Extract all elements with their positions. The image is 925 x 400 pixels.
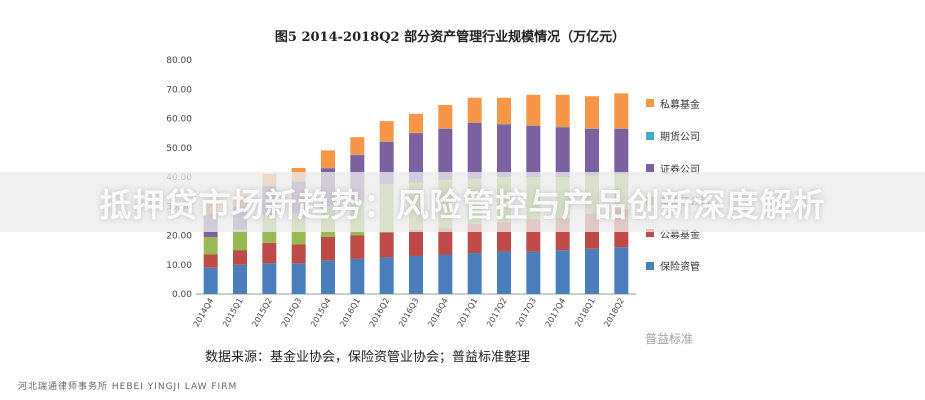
bar-segment	[409, 255, 423, 294]
legend-label: 期货公司	[660, 132, 700, 143]
bar-segment	[497, 251, 511, 294]
bar-segment	[467, 122, 482, 179]
legend-swatch	[646, 99, 654, 107]
legend-item: 期货公司	[646, 129, 700, 143]
x-tick-label: 2015Q1	[221, 297, 245, 329]
y-tick-label: 80.00	[166, 56, 192, 66]
overlay-banner-title: 抵押贷市场新趋势：风险管控与产品创新深度解析	[99, 186, 826, 224]
y-tick-label: 60.00	[166, 115, 192, 125]
bar-segment	[438, 254, 453, 294]
x-tick-label: 2018Q2	[602, 297, 626, 329]
legend-label: 保险资管	[660, 262, 700, 273]
legend-item: 私募基金	[646, 96, 700, 111]
x-tick-label: 2016Q3	[397, 297, 421, 329]
legend-swatch	[646, 131, 654, 140]
bar-segment	[379, 121, 394, 142]
y-tick-label: 0.00	[172, 290, 192, 300]
legend-swatch	[646, 261, 654, 270]
legend-swatch	[646, 229, 654, 237]
bar-segment	[467, 97, 482, 123]
bar-segment	[262, 263, 277, 294]
legend-label: 公募基金	[660, 229, 700, 241]
watermark-text: 普益标准	[645, 332, 694, 346]
x-tick-label: 2015Q4	[309, 297, 333, 329]
bar-segment	[350, 137, 365, 155]
bar-segment	[409, 113, 423, 133]
bar-segment	[526, 94, 541, 126]
y-tick-label: 50.00	[166, 144, 192, 154]
bar-segment	[614, 93, 629, 129]
bar-segment	[291, 244, 306, 264]
bar-segment	[585, 248, 599, 294]
bar-segment	[262, 242, 277, 264]
y-tick-label: 70.00	[166, 85, 192, 95]
bar-segment	[203, 236, 218, 255]
bar-segment	[233, 264, 247, 294]
legend-item: 保险资管	[646, 259, 700, 273]
bar-segment	[233, 250, 247, 265]
x-tick-label: 2015Q2	[250, 297, 274, 329]
bar-segment	[409, 133, 423, 183]
legend-item: 公募基金	[646, 226, 700, 241]
bar-segment	[614, 128, 629, 175]
data-source-note: 数据来源：基金业协会，保险资管业协会；普益标准整理	[205, 350, 531, 365]
bar-segment	[555, 250, 570, 294]
bar-segment	[585, 96, 599, 129]
overlay-banner	[0, 172, 925, 232]
bar-segment	[350, 235, 365, 259]
x-tick-label: 2018Q1	[573, 297, 597, 329]
x-tick-label: 2016Q4	[426, 297, 450, 329]
bar-segment	[203, 254, 218, 268]
chart-title: 图5 2014-2018Q2 部分资产管理行业规模情况（万亿元）	[274, 30, 626, 45]
bar-segment	[379, 232, 394, 258]
legend-label: 证券公司	[660, 164, 700, 176]
y-tick-label: 20.00	[166, 232, 192, 242]
bar-segment	[291, 263, 306, 294]
bar-segment	[526, 251, 541, 294]
bar-segment	[614, 247, 629, 294]
y-tick-label: 10.00	[166, 261, 192, 271]
bar-segment	[409, 229, 423, 256]
bar-segment	[585, 128, 599, 176]
bar-segment	[555, 94, 570, 127]
legend-swatch	[646, 164, 654, 172]
footer-firm-name: 河北瑞通律师事务所 HEBEI YINGJI LAW FIRM	[18, 382, 238, 392]
x-tick-label: 2016Q2	[368, 297, 392, 329]
bar-segment	[497, 124, 511, 177]
x-tick-label: 2017Q2	[485, 297, 509, 329]
bar-segment	[233, 229, 247, 251]
x-tick-label: 2016Q1	[338, 297, 362, 329]
bar-segment	[321, 260, 335, 294]
bar-segment	[497, 97, 511, 125]
bar-segment	[203, 267, 218, 294]
bar-segment	[321, 150, 335, 168]
x-tick-label: 2017Q1	[456, 297, 480, 329]
x-tick-label: 2014Q4	[192, 297, 216, 329]
bar-segment	[321, 236, 335, 261]
bar-segment	[350, 258, 365, 294]
legend-label: 私募基金	[660, 99, 700, 111]
x-tick-label: 2017Q4	[544, 297, 568, 329]
bar-segment	[526, 125, 541, 177]
legend-item: 证券公司	[646, 161, 700, 176]
bar-segment	[438, 228, 453, 255]
bar-segment	[555, 127, 570, 177]
bar-segment	[379, 257, 394, 294]
x-tick-label: 2017Q3	[514, 297, 538, 329]
bar-segment	[438, 128, 453, 180]
bar-segment	[467, 253, 482, 294]
x-tick-label: 2015Q3	[280, 297, 304, 329]
bar-segment	[438, 105, 453, 129]
